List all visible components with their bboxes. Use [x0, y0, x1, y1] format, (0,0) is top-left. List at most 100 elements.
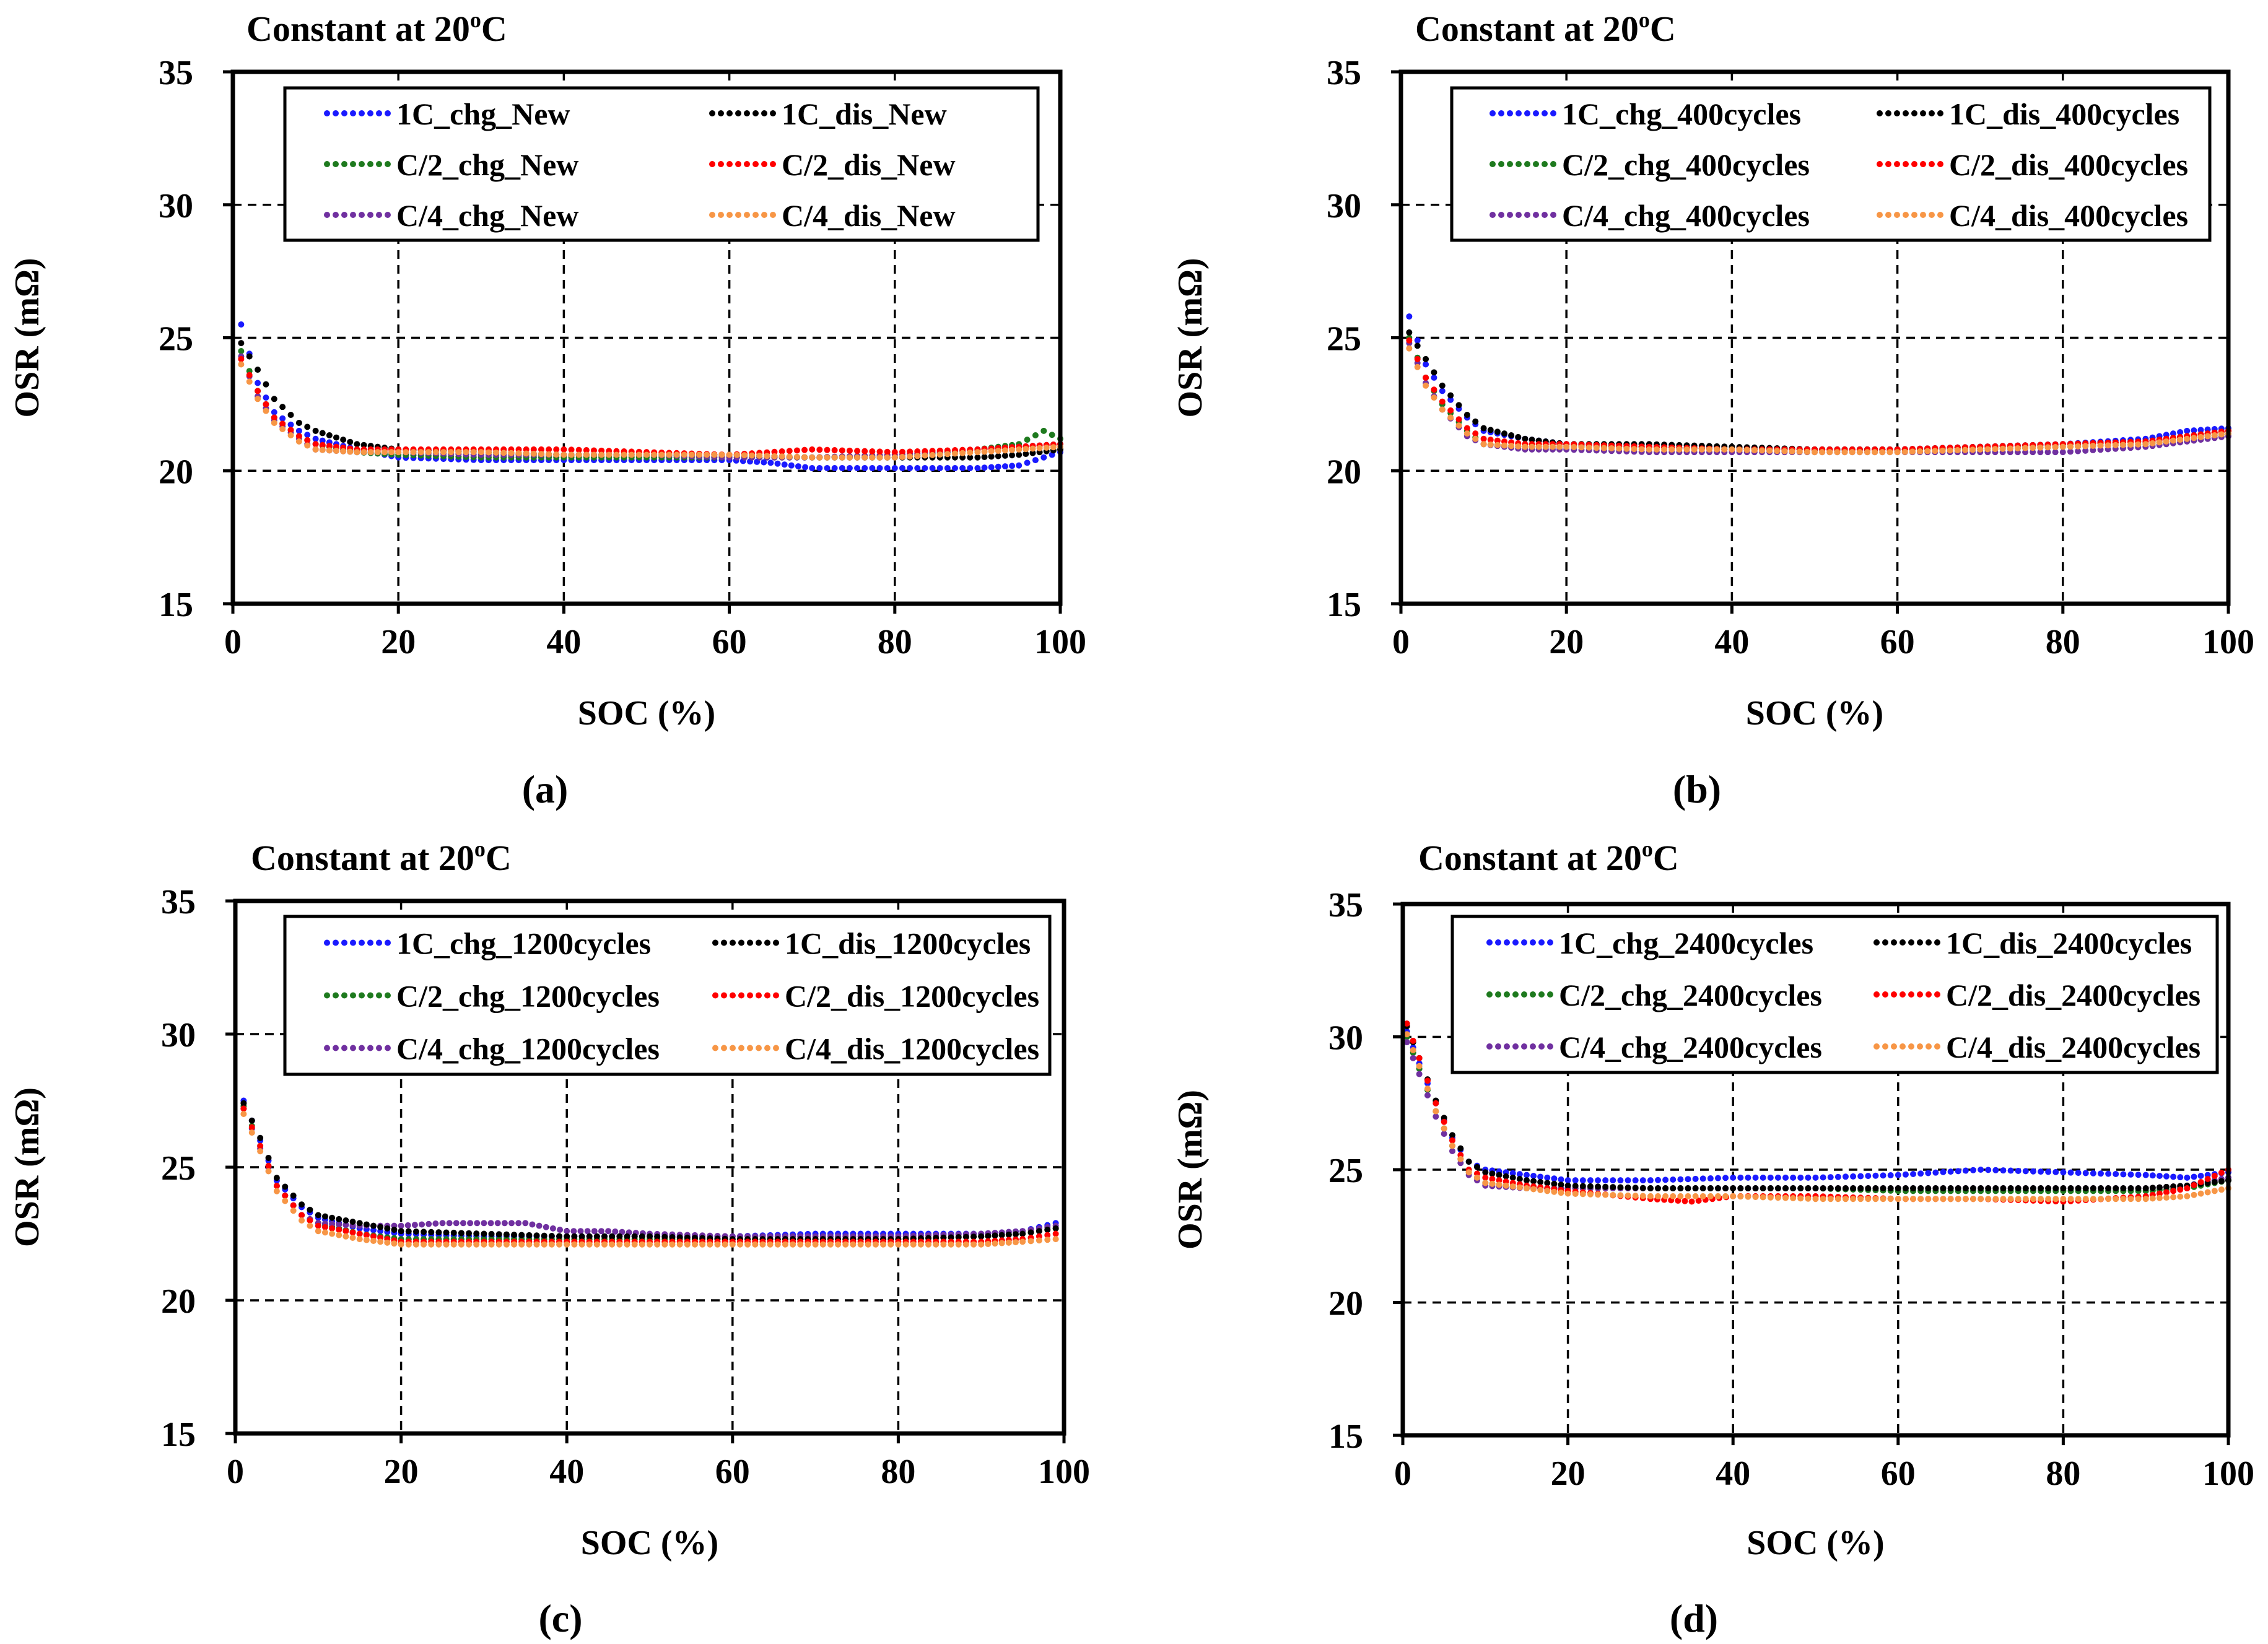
- data-point: [1812, 1185, 1819, 1192]
- data-point: [349, 1229, 356, 1236]
- legend-marker: [367, 110, 373, 116]
- data-point: [1410, 1055, 1416, 1061]
- data-point: [891, 454, 898, 461]
- data-point: [333, 434, 339, 441]
- data-point: [1447, 407, 1454, 414]
- legend-marker: [385, 110, 391, 116]
- data-point: [944, 464, 951, 471]
- data-point: [1441, 1118, 1447, 1125]
- data-point: [282, 1183, 289, 1190]
- x-tick-label: 80: [881, 1453, 915, 1491]
- legend-marker: [359, 110, 365, 116]
- legend-marker: [1903, 161, 1909, 167]
- legend-label: C/4_chg_New: [396, 198, 578, 233]
- data-point: [2007, 445, 2013, 452]
- legend-box: [283, 86, 1040, 242]
- data-point: [1564, 1190, 1571, 1197]
- data-point: [816, 464, 823, 471]
- data-point: [846, 454, 853, 461]
- legend-entry: C/2_dis_New: [709, 147, 956, 182]
- data-point: [1431, 394, 1437, 401]
- data-point: [2197, 1173, 2204, 1180]
- legend-label: 1C_chg_New: [396, 97, 570, 131]
- legend-marker: [1550, 212, 1556, 218]
- data-point: [752, 1241, 759, 1248]
- data-point: [295, 438, 302, 445]
- data-point: [1745, 1174, 1751, 1181]
- chart-title: Constant at 20oC: [1418, 837, 1679, 878]
- data-point: [1865, 1173, 1872, 1180]
- data-point: [729, 1241, 736, 1248]
- data-point: [1503, 1182, 1509, 1189]
- data-point: [273, 1188, 280, 1194]
- data-point: [704, 451, 710, 458]
- data-point: [1895, 1172, 1901, 1178]
- data-point: [2113, 1171, 2119, 1178]
- data-point: [1024, 459, 1031, 466]
- data-point: [503, 1241, 510, 1248]
- data-point: [1790, 1195, 1797, 1202]
- legend-marker: [756, 1045, 762, 1051]
- legend-marker: [770, 110, 776, 116]
- data-point: [487, 1220, 494, 1227]
- data-point: [1501, 442, 1507, 449]
- data-point: [995, 453, 1001, 459]
- data-point: [624, 1241, 630, 1248]
- data-point: [564, 1233, 570, 1240]
- data-point: [1463, 430, 1470, 437]
- data-point: [635, 451, 642, 458]
- data-point: [2037, 449, 2044, 456]
- x-tick-label: 0: [1394, 1455, 1411, 1493]
- data-point: [503, 1231, 510, 1238]
- data-point: [1551, 1188, 1558, 1195]
- data-point: [1850, 1196, 1857, 1203]
- data-point: [1537, 1173, 1544, 1180]
- legend-marker: [367, 1045, 373, 1051]
- data-point: [508, 1220, 515, 1227]
- data-point: [981, 448, 988, 455]
- chart-panel-b: 15 20 25 30 35 0 20 40 60 80 100 SOC (%) OSR (mΩ) Con…: [1171, 7, 2254, 811]
- data-point: [1473, 1174, 1480, 1181]
- legend-marker: [726, 110, 733, 116]
- data-point: [733, 451, 740, 458]
- data-point: [1522, 443, 1529, 450]
- data-point: [342, 1222, 349, 1229]
- data-point: [1617, 1184, 1624, 1191]
- legend-label: C/2_dis_New: [782, 147, 956, 182]
- data-point: [1529, 437, 1535, 443]
- data-point: [998, 1240, 1005, 1246]
- legend-box: [283, 915, 1052, 1076]
- data-point: [571, 1233, 578, 1240]
- data-point: [857, 1241, 864, 1248]
- legend-marker: [712, 1045, 718, 1051]
- data-point: [377, 1238, 384, 1245]
- x-tick-label: 20: [384, 1453, 419, 1491]
- data-point: [2197, 433, 2204, 440]
- data-point: [1857, 1196, 1864, 1203]
- data-point: [1781, 448, 1788, 454]
- data-point: [1902, 1196, 1909, 1203]
- legend-entry: C/4_dis_New: [709, 198, 956, 233]
- data-point: [1752, 1174, 1759, 1181]
- data-point: [2075, 1170, 2082, 1176]
- data-point: [809, 464, 816, 471]
- legend-marker: [744, 212, 750, 218]
- data-point: [246, 353, 253, 360]
- data-point: [2177, 428, 2184, 435]
- legend-marker: [718, 212, 724, 218]
- data-point: [1544, 1188, 1551, 1194]
- x-tick-label: 80: [878, 623, 912, 661]
- data-point: [329, 1225, 336, 1232]
- data-point: [2075, 1185, 2082, 1192]
- data-point: [500, 450, 507, 456]
- legend-marker: [1489, 161, 1496, 167]
- data-point: [936, 464, 943, 471]
- data-point: [1925, 1196, 1932, 1203]
- data-point: [1692, 1193, 1699, 1199]
- data-point: [538, 451, 544, 458]
- data-point: [1496, 1172, 1503, 1178]
- data-point: [1544, 1180, 1551, 1186]
- data-point: [1685, 1185, 1691, 1192]
- data-point: [564, 1241, 570, 1248]
- data-point: [1947, 1168, 1954, 1175]
